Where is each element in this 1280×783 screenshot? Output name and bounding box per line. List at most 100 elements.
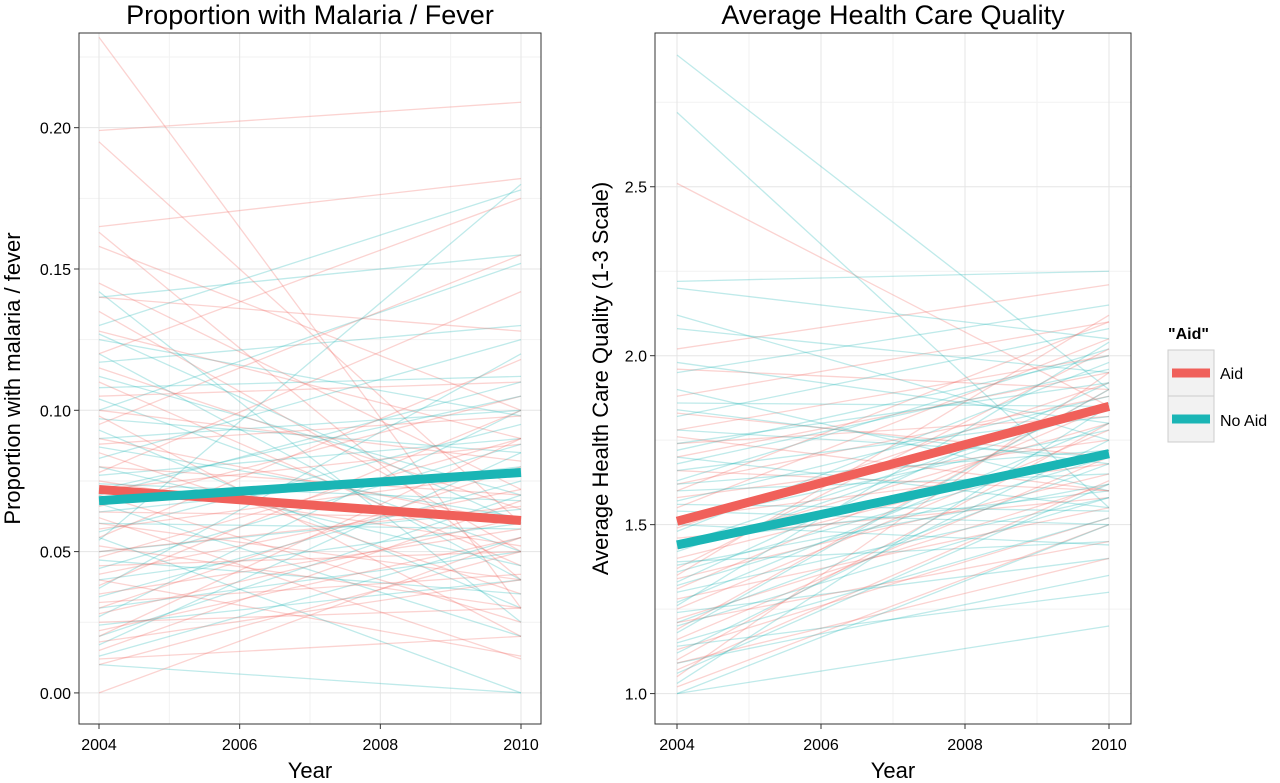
individual-line-no-aid [676, 355, 1110, 451]
individual-line-aid [676, 284, 1110, 350]
individual-line-aid [676, 456, 1110, 641]
individual-line-no-aid [676, 463, 1110, 624]
individual-line-aid [676, 469, 1110, 492]
individual-line-aid [98, 381, 522, 397]
individual-line-aid [98, 177, 522, 228]
individual-line-aid [98, 500, 522, 652]
y-axis-ticks: 0.00 0.05 0.10 0.15 0.20 [40, 121, 79, 703]
individual-line-no-aid [98, 291, 522, 623]
individual-line-aid [676, 338, 1110, 509]
grid [655, 33, 1131, 724]
mean-lines [98, 467, 522, 526]
individual-line-aid [98, 536, 522, 694]
individual-line-aid [676, 412, 1110, 458]
y-tick-label: 0.20 [40, 121, 71, 138]
y-axis-title: Average Health Care Quality (1-3 Scale) [588, 182, 613, 575]
mean-line-no-aid [98, 467, 522, 506]
individual-line-aid [98, 381, 522, 567]
individual-line-no-aid [98, 536, 522, 694]
individual-line-no-aid [98, 579, 522, 626]
individual-line-aid [98, 550, 522, 567]
individual-line-aid [676, 182, 1110, 407]
individual-line-aid [98, 466, 522, 496]
individual-line-no-aid [98, 339, 522, 417]
individual-line-aid [98, 536, 522, 632]
individual-line-aid [98, 395, 522, 508]
individual-line-no-aid [98, 409, 522, 618]
y-tick-label: 0.00 [40, 686, 71, 703]
individual-line-no-aid [98, 480, 522, 598]
x-axis-ticks: 2004 2006 2008 2010 [659, 724, 1127, 754]
individual-line-no-aid [676, 348, 1110, 482]
individual-line-no-aid [676, 382, 1110, 583]
individual-line-no-aid [676, 524, 1110, 695]
individual-line-no-aid [676, 510, 1110, 526]
individual-line-aid [98, 437, 522, 637]
individual-line-aid [98, 443, 522, 491]
individual-line-no-aid [98, 429, 522, 609]
individual-line-no-aid [676, 591, 1110, 647]
individual-line-aid [98, 415, 522, 445]
individual-line-no-aid [98, 483, 522, 502]
x-tick-label: 2006 [222, 737, 258, 754]
individual-line-aid [98, 579, 522, 657]
individual-line-no-aid [98, 502, 522, 638]
individual-line-aid [98, 528, 522, 595]
y-tick-label: 1.0 [625, 687, 647, 704]
individual-line-no-aid [98, 395, 522, 491]
individual-line-no-aid [98, 183, 522, 541]
individual-line-aid [676, 371, 1110, 458]
mean-line-no-aid [676, 449, 1110, 550]
individual-line-no-aid [676, 382, 1110, 445]
individual-line-no-aid [676, 574, 1110, 664]
individual-line-no-aid [98, 452, 522, 646]
individual-line-no-aid [676, 314, 1110, 441]
individual-line-aid [98, 635, 522, 660]
legend-label-aid: Aid [1220, 366, 1243, 383]
individual-lines [98, 36, 522, 694]
individual-line-no-aid [676, 328, 1110, 374]
individual-line-aid [98, 409, 522, 462]
individual-line-no-aid [98, 254, 522, 298]
y-tick-label: 0.05 [40, 545, 71, 562]
individual-line-no-aid [676, 405, 1110, 684]
individual-line-aid [98, 517, 522, 615]
individual-line-no-aid [98, 522, 522, 581]
individual-line-no-aid [98, 375, 522, 389]
individual-line-aid [676, 439, 1110, 499]
panel-title: Average Health Care Quality [721, 0, 1065, 30]
malaria-panel: Proportion with Malaria / Fever 0.00 0.05… [0, 0, 542, 783]
individual-line-no-aid [98, 189, 522, 327]
individual-line-no-aid [676, 540, 1110, 563]
individual-line-no-aid [676, 388, 1110, 492]
individual-line-aid [676, 524, 1110, 688]
individual-line-aid [98, 367, 522, 510]
individual-line-no-aid [98, 353, 522, 589]
y-axis-title: Proportion with malaria / fever [0, 232, 25, 524]
x-tick-label: 2004 [81, 737, 117, 754]
individual-line-aid [98, 437, 522, 524]
individual-line-no-aid [98, 550, 522, 609]
individual-line-no-aid [98, 522, 522, 530]
individual-line-no-aid [676, 422, 1110, 603]
individual-line-no-aid [676, 483, 1110, 566]
individual-line-aid [98, 494, 522, 623]
individual-line-aid [98, 409, 522, 587]
individual-line-no-aid [676, 54, 1110, 390]
y-tick-label: 0.15 [40, 262, 71, 279]
individual-line-no-aid [676, 496, 1110, 627]
mean-lines [675, 402, 1111, 550]
individual-line-no-aid [676, 496, 1110, 593]
x-tick-label: 2008 [363, 737, 399, 754]
individual-line-aid [98, 197, 522, 355]
individual-line-no-aid [676, 304, 1110, 374]
individual-line-no-aid [676, 625, 1110, 695]
x-axis-title: Year [871, 758, 915, 783]
individual-line-aid [98, 488, 522, 575]
individual-line-aid [676, 321, 1110, 492]
individual-line-no-aid [98, 333, 522, 524]
individual-line-aid [98, 231, 522, 581]
individual-line-no-aid [98, 262, 522, 411]
individual-line-no-aid [98, 324, 522, 363]
x-tick-label: 2004 [659, 737, 695, 754]
